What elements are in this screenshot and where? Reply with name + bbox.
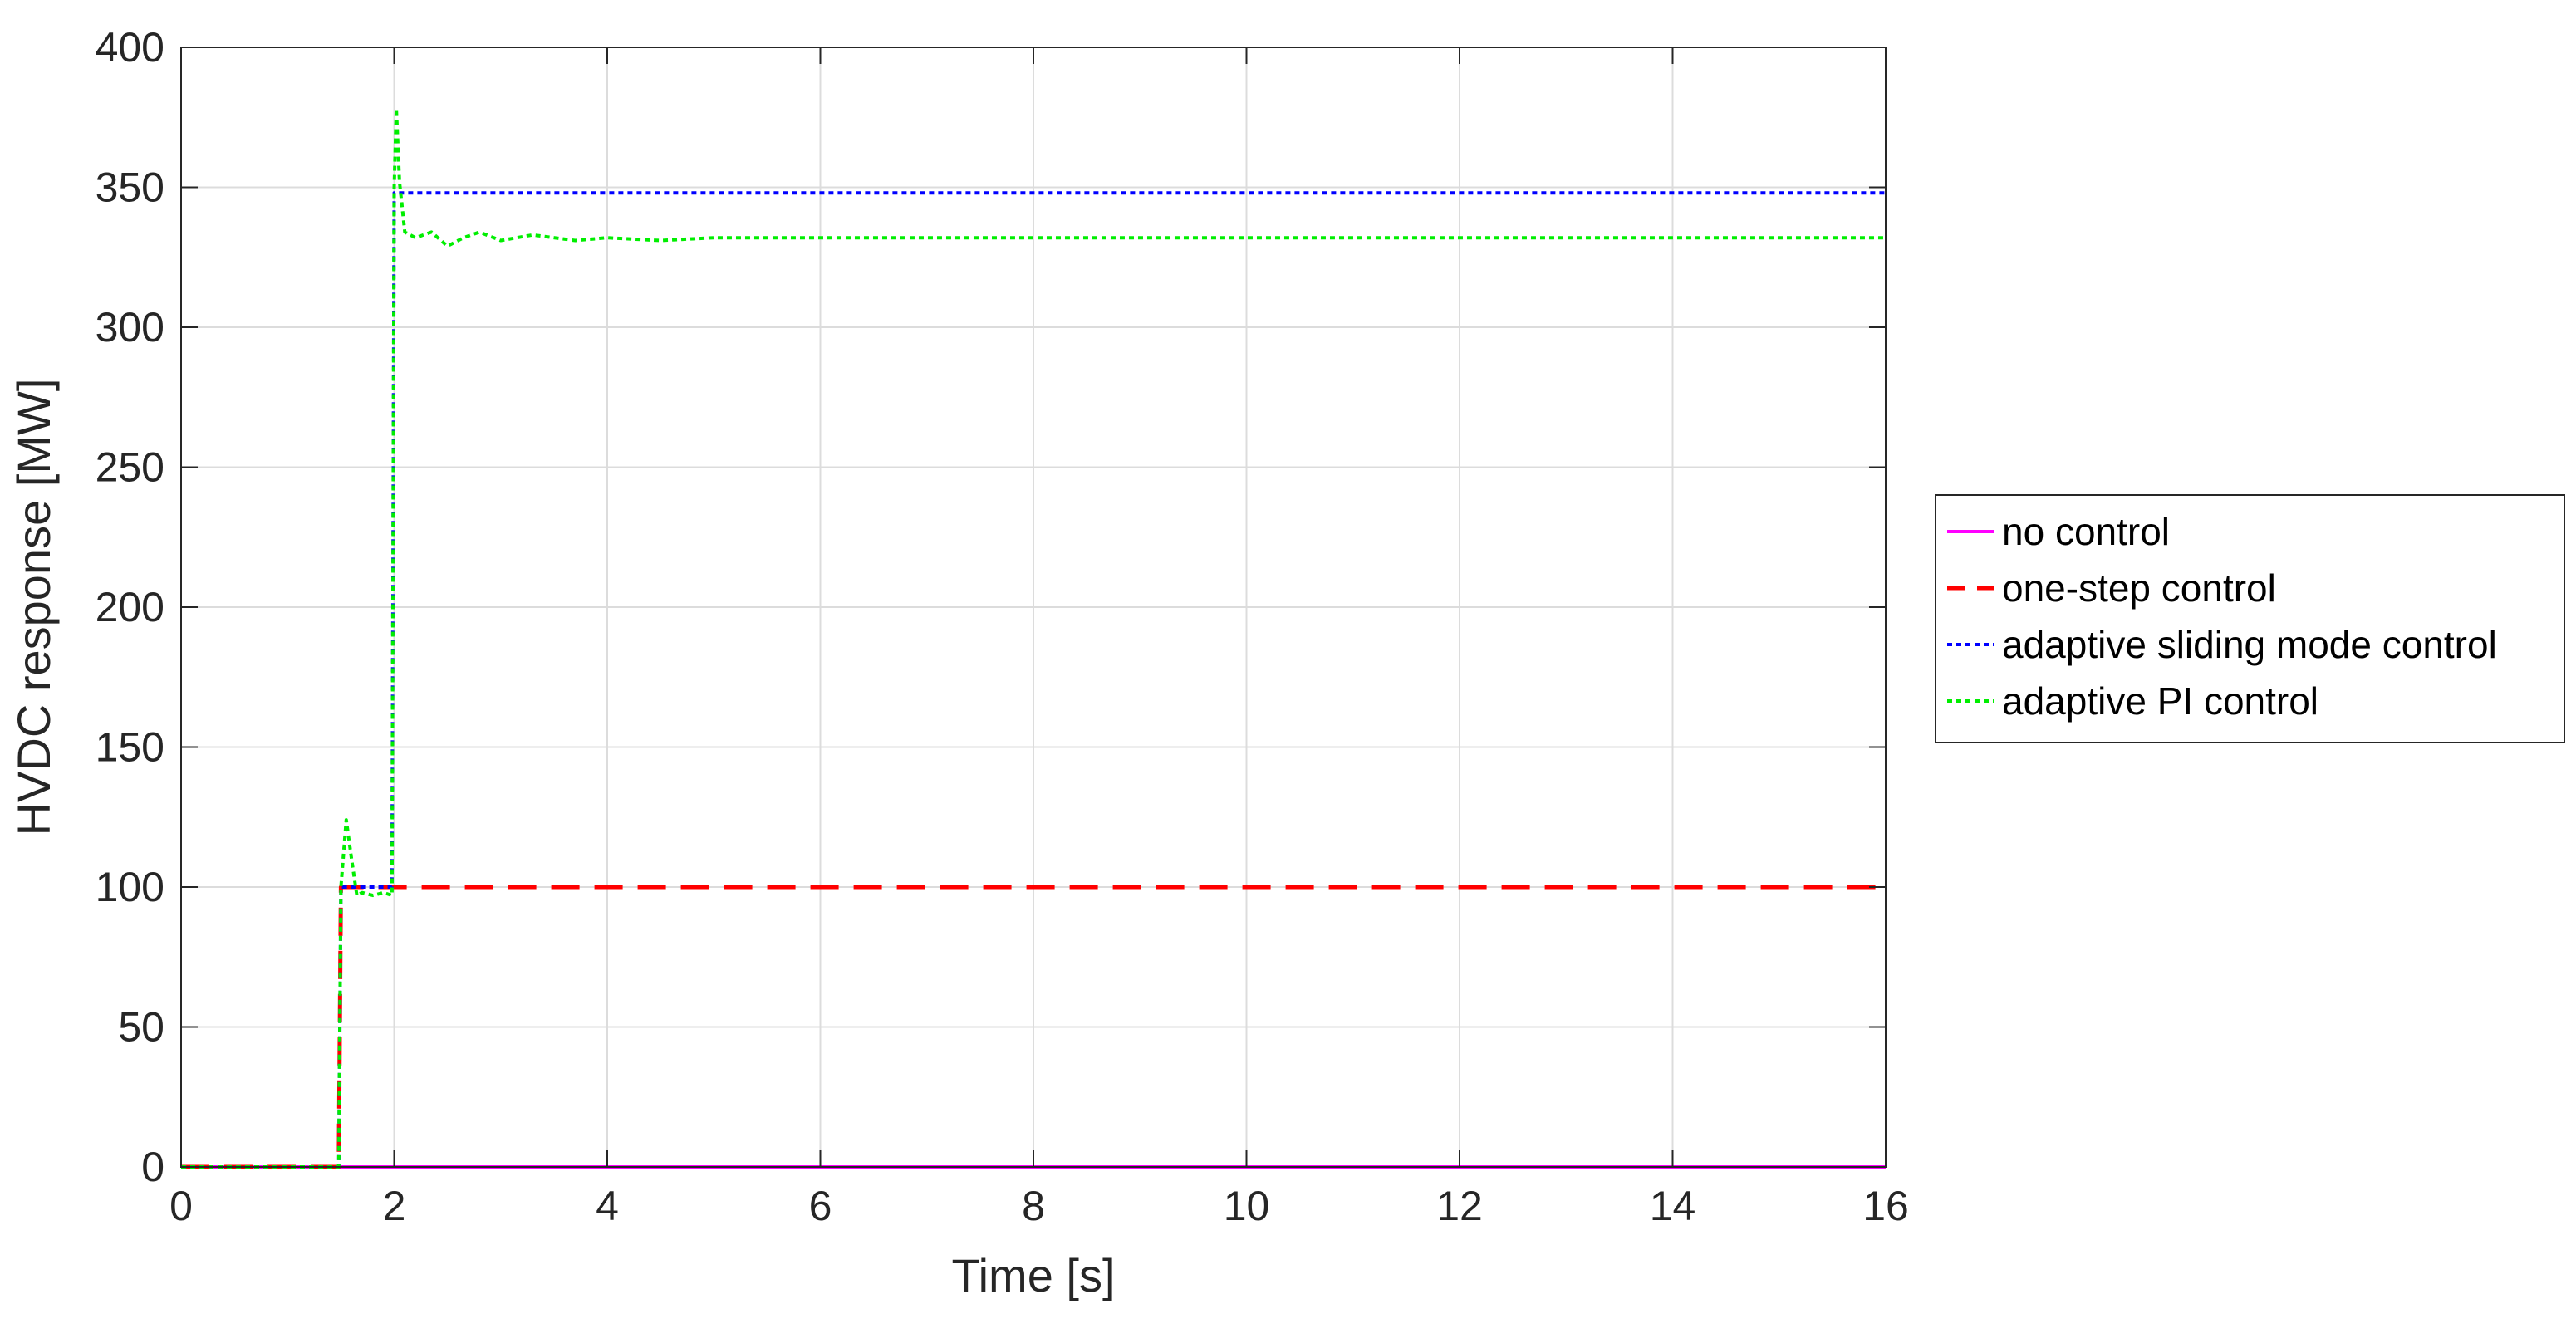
y-tick-label: 400	[96, 24, 164, 71]
y-tick-label: 300	[96, 304, 164, 350]
y-tick-label: 0	[141, 1144, 164, 1190]
legend-label-1: one-step control	[2002, 566, 2276, 610]
y-tick-label: 200	[96, 584, 164, 630]
x-tick-label: 2	[383, 1183, 406, 1229]
tick-marks	[180, 47, 1887, 1168]
y-tick-label: 100	[96, 864, 164, 910]
legend-label-2: adaptive sliding mode control	[2002, 623, 2497, 666]
grid-lines	[180, 47, 1887, 1168]
x-tick-label: 16	[1862, 1183, 1909, 1229]
legend-label-3: adaptive PI control	[2002, 679, 2318, 723]
x-tick-label: 6	[809, 1183, 832, 1229]
x-tick-label: 12	[1436, 1183, 1483, 1229]
x-tick-label: 8	[1022, 1183, 1045, 1229]
y-tick-label: 50	[118, 1004, 164, 1051]
x-tick-label: 4	[596, 1183, 619, 1229]
legend-label-0: no control	[2002, 510, 2170, 553]
y-tick-label: 350	[96, 164, 164, 211]
y-axis-label: HVDC response [MW]	[7, 379, 60, 836]
legend: no control one-step control adaptive slidi…	[1935, 494, 2565, 743]
x-tick-label: 14	[1650, 1183, 1696, 1229]
x-tick-labels: 0 2 4 6 8 10 12 14 16	[169, 1183, 1909, 1229]
series-line-3	[181, 107, 1886, 1169]
x-tick-label: 0	[169, 1183, 193, 1229]
y-tick-labels: 0 50 100 150 200 250 300 350 400	[96, 24, 164, 1190]
y-tick-label: 250	[96, 444, 164, 491]
legend-box	[1935, 494, 2565, 743]
x-axis-label: Time [s]	[951, 1249, 1115, 1301]
x-tick-label: 10	[1224, 1183, 1270, 1229]
y-tick-label: 150	[96, 724, 164, 771]
series-line-1	[181, 885, 1886, 1169]
